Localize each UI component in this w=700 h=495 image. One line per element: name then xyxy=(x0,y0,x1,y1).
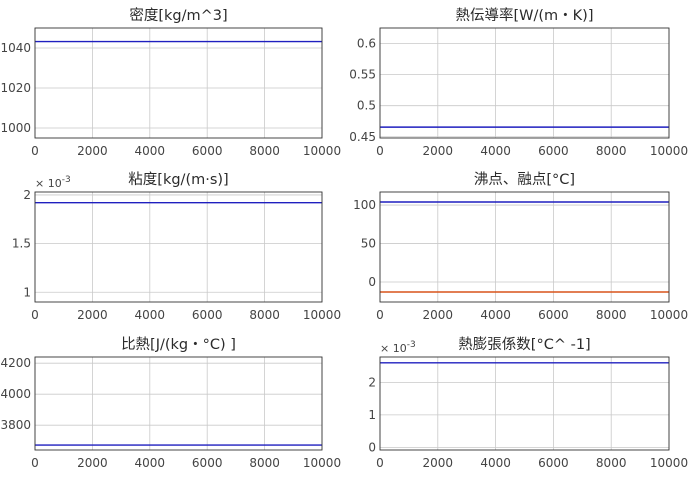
axes-frame xyxy=(34,356,323,451)
x-tick-label: 2000 xyxy=(423,456,454,470)
subplot-5: 0 2000 4000 6000 8000 10000 3800 4000 4200 比熱[J/(… xyxy=(0,336,341,470)
x-tick-label: 2000 xyxy=(423,144,454,158)
x-tick-label: 10000 xyxy=(650,144,688,158)
x-tick-label: 10000 xyxy=(303,456,341,470)
y-tick-label: 100 xyxy=(353,198,376,212)
subplot-1: 0 2000 4000 6000 8000 10000 1000 1020 1040 密度[kg/… xyxy=(0,7,341,158)
x-tick-label: 10000 xyxy=(650,456,688,470)
plot-area xyxy=(380,192,669,302)
x-tick-label: 6000 xyxy=(192,456,223,470)
y-tick-label: 0.55 xyxy=(349,68,376,82)
x-tick-label: 2000 xyxy=(77,308,108,322)
y-tick-label: 0.6 xyxy=(357,37,376,51)
x-tick-label: 8000 xyxy=(249,144,280,158)
axes-frame xyxy=(34,191,323,303)
x-tick-label: 10000 xyxy=(303,144,341,158)
x-tick-label: 8000 xyxy=(249,456,280,470)
y-tick-label: 1 xyxy=(368,408,376,422)
y-tick-label: 1000 xyxy=(0,121,31,135)
x-tick-label: 10000 xyxy=(303,308,341,322)
y-tick-label: 3800 xyxy=(0,418,31,432)
x-tick-label: 4000 xyxy=(480,456,511,470)
plot-area xyxy=(35,192,322,302)
x-tick-label: 8000 xyxy=(249,308,280,322)
x-tick-label: 4000 xyxy=(135,308,166,322)
y-tick-label: 1020 xyxy=(0,81,31,95)
axes-frame xyxy=(379,356,670,451)
x-tick-label: 4000 xyxy=(135,456,166,470)
x-tick-label: 0 xyxy=(31,144,39,158)
y-tick-label: 2 xyxy=(23,188,31,202)
plot-area xyxy=(380,28,669,138)
x-tick-label: 0 xyxy=(376,456,384,470)
subplot-6: 0 2000 4000 6000 8000 10000 0 1 2 熱膨張係数[°C^ -1] × … xyxy=(368,336,688,470)
y-tick-label: 1 xyxy=(23,285,31,299)
x-tick-label: 6000 xyxy=(192,308,223,322)
plot-area xyxy=(380,357,669,450)
axes-frame xyxy=(34,27,323,139)
subplot-title: 熱伝導率[W/(m・K)] xyxy=(456,7,594,24)
x-tick-label: 10000 xyxy=(650,308,688,322)
x-tick-label: 8000 xyxy=(596,144,627,158)
y-tick-label: 0 xyxy=(368,440,376,454)
x-tick-label: 6000 xyxy=(538,456,569,470)
subplot-title: 比熱[J/(kg・°C) ] xyxy=(121,336,236,353)
x-tick-label: 0 xyxy=(31,308,39,322)
axis-exponent-label: × 10-3 xyxy=(380,340,416,355)
subplot-3: 0 2000 4000 6000 8000 10000 1 1.5 2 粘度[kg/(m·s)] ×… xyxy=(12,171,341,322)
plot-area xyxy=(35,28,322,138)
subplot-title: 密度[kg/m^3] xyxy=(129,7,227,24)
x-tick-label: 0 xyxy=(376,144,384,158)
x-tick-label: 2000 xyxy=(423,308,454,322)
y-tick-label: 2 xyxy=(368,375,376,389)
axes-frame xyxy=(379,27,670,139)
x-tick-label: 6000 xyxy=(538,144,569,158)
y-tick-label: 4200 xyxy=(0,356,31,370)
x-tick-label: 6000 xyxy=(538,308,569,322)
subplot-4: 0 2000 4000 6000 8000 10000 0 50 100 沸点、融点[°C] xyxy=(353,171,688,322)
x-tick-label: 6000 xyxy=(192,144,223,158)
subplot-title: 粘度[kg/(m·s)] xyxy=(128,171,228,188)
y-tick-label: 0.45 xyxy=(349,130,376,144)
y-tick-label: 50 xyxy=(361,237,376,251)
subplot-2: 0 2000 4000 6000 8000 10000 0.45 0.5 0.55 0.6 熱伝導率… xyxy=(349,7,688,158)
x-tick-label: 4000 xyxy=(480,144,511,158)
x-tick-label: 4000 xyxy=(135,144,166,158)
y-tick-label: 1040 xyxy=(0,41,31,55)
x-tick-label: 0 xyxy=(31,456,39,470)
x-tick-label: 4000 xyxy=(480,308,511,322)
y-tick-label: 0.5 xyxy=(357,99,376,113)
x-tick-label: 8000 xyxy=(596,456,627,470)
x-tick-label: 8000 xyxy=(596,308,627,322)
subplot-title: 熱膨張係数[°C^ -1] xyxy=(458,336,590,353)
y-tick-label: 0 xyxy=(368,275,376,289)
x-tick-label: 0 xyxy=(376,308,384,322)
x-tick-label: 2000 xyxy=(77,144,108,158)
y-tick-label: 1.5 xyxy=(12,237,31,251)
subplot-title: 沸点、融点[°C] xyxy=(474,171,575,188)
axes-frame xyxy=(379,191,670,303)
x-tick-label: 2000 xyxy=(77,456,108,470)
y-tick-label: 4000 xyxy=(0,387,31,401)
axis-exponent-label: × 10-3 xyxy=(35,175,71,190)
plot-area xyxy=(35,357,322,450)
